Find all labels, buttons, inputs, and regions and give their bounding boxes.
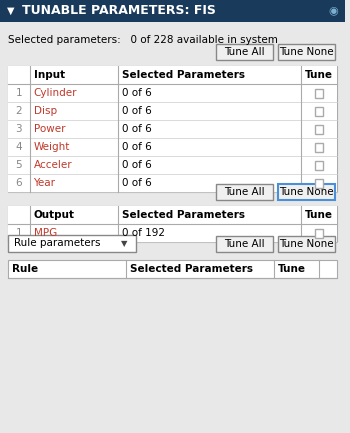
Bar bbox=[216, 236, 273, 252]
Text: 0 of 192: 0 of 192 bbox=[122, 228, 165, 238]
Text: Tune: Tune bbox=[278, 264, 306, 274]
Text: Tune None: Tune None bbox=[279, 187, 334, 197]
Bar bbox=[8, 206, 337, 224]
Text: Selected Parameters: Selected Parameters bbox=[122, 210, 245, 220]
Text: 0 of 6: 0 of 6 bbox=[122, 178, 152, 188]
Text: Rule: Rule bbox=[12, 264, 38, 274]
Text: ▼: ▼ bbox=[121, 239, 127, 248]
Text: Cylinder: Cylinder bbox=[34, 88, 77, 98]
Bar bbox=[8, 66, 337, 84]
Text: ▼: ▼ bbox=[7, 6, 14, 16]
Text: 0 of 6: 0 of 6 bbox=[122, 106, 152, 116]
Bar bbox=[216, 184, 273, 200]
Text: Rule parameters: Rule parameters bbox=[14, 239, 100, 249]
Bar bbox=[216, 44, 273, 60]
Text: Tune All: Tune All bbox=[224, 47, 265, 57]
Text: 2: 2 bbox=[15, 106, 22, 116]
Text: Tune All: Tune All bbox=[224, 239, 265, 249]
Text: TUNABLE PARAMETERS: FIS: TUNABLE PARAMETERS: FIS bbox=[22, 4, 216, 17]
Bar bbox=[8, 102, 337, 120]
Bar bbox=[8, 120, 337, 138]
Bar bbox=[8, 235, 136, 252]
Text: 5: 5 bbox=[15, 160, 22, 170]
Bar bbox=[315, 107, 323, 116]
Bar bbox=[315, 161, 323, 169]
Text: 1: 1 bbox=[15, 88, 22, 98]
Text: Selected parameters:   0 of 228 available in system: Selected parameters: 0 of 228 available … bbox=[8, 35, 278, 45]
Bar bbox=[8, 174, 337, 192]
Bar bbox=[315, 178, 323, 187]
Text: 0 of 6: 0 of 6 bbox=[122, 160, 152, 170]
Text: 4: 4 bbox=[15, 142, 22, 152]
Bar bbox=[0, 0, 345, 22]
Text: 0 of 6: 0 of 6 bbox=[122, 142, 152, 152]
Text: 1: 1 bbox=[15, 228, 22, 238]
Text: 3: 3 bbox=[15, 124, 22, 134]
Text: 0 of 6: 0 of 6 bbox=[122, 124, 152, 134]
Text: 0 of 6: 0 of 6 bbox=[122, 88, 152, 98]
Text: Selected Parameters: Selected Parameters bbox=[122, 70, 245, 80]
Bar bbox=[315, 125, 323, 133]
Bar bbox=[278, 184, 335, 200]
Text: MPG: MPG bbox=[34, 228, 57, 238]
Text: Tune None: Tune None bbox=[279, 47, 334, 57]
Bar bbox=[8, 206, 337, 242]
Text: Tune All: Tune All bbox=[224, 187, 265, 197]
Text: Output: Output bbox=[34, 210, 75, 220]
Text: Weight: Weight bbox=[34, 142, 70, 152]
Text: ◉: ◉ bbox=[328, 6, 338, 16]
Bar bbox=[8, 66, 337, 192]
Text: Input: Input bbox=[34, 70, 65, 80]
Bar bbox=[8, 224, 337, 242]
Bar bbox=[315, 142, 323, 152]
Bar bbox=[8, 260, 337, 278]
Bar bbox=[8, 138, 337, 156]
Bar bbox=[278, 44, 335, 60]
Bar bbox=[315, 229, 323, 237]
Text: Power: Power bbox=[34, 124, 65, 134]
Text: Tune: Tune bbox=[305, 70, 333, 80]
Bar bbox=[278, 236, 335, 252]
Bar bbox=[315, 88, 323, 97]
Text: Tune None: Tune None bbox=[279, 239, 334, 249]
Text: Year: Year bbox=[34, 178, 56, 188]
Bar bbox=[8, 156, 337, 174]
Bar bbox=[8, 84, 337, 102]
Text: 6: 6 bbox=[15, 178, 22, 188]
Text: Disp: Disp bbox=[34, 106, 57, 116]
Text: Acceler: Acceler bbox=[34, 160, 72, 170]
Text: Selected Parameters: Selected Parameters bbox=[130, 264, 253, 274]
Text: Tune: Tune bbox=[305, 210, 333, 220]
